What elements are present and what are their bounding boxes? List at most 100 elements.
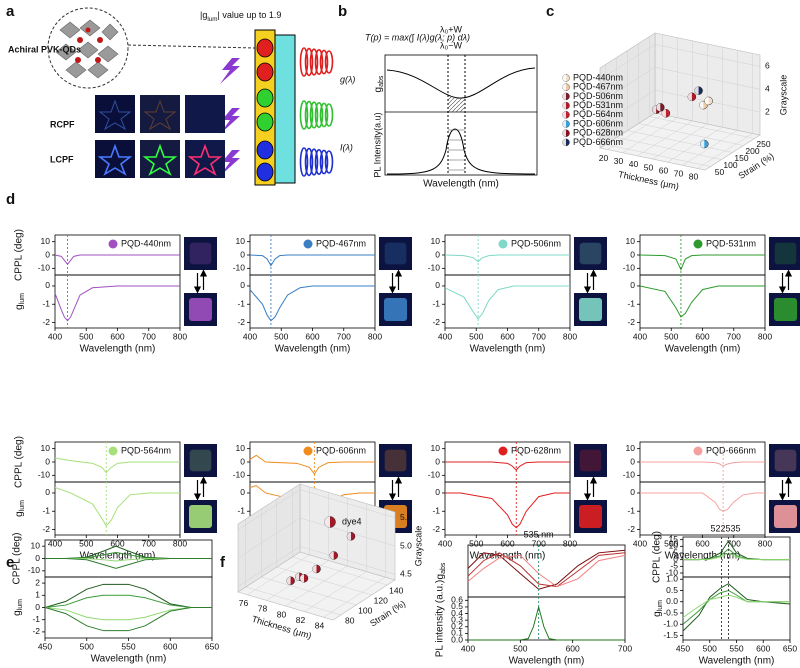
data-line (640, 461, 765, 467)
x-tick-label: 700 (337, 331, 351, 341)
y-tick-label: 1.0 (666, 574, 678, 584)
legend-label: PQD-531nm (706, 238, 756, 248)
photo-sample (774, 242, 797, 265)
spiral-turn (299, 47, 309, 77)
y-tick-label: 10 (41, 443, 51, 453)
x-tick-label: 600 (110, 331, 124, 341)
panel-label: a (6, 3, 15, 20)
panel-label: e (6, 554, 14, 571)
photo-sample (774, 449, 797, 472)
y-tick-label: 0.1 (451, 628, 463, 638)
photo-sample (189, 298, 212, 321)
point-half (300, 574, 304, 583)
data-line (467, 552, 626, 588)
y-axis-label: gabs (373, 75, 385, 92)
grid-line (285, 565, 348, 607)
data-line (468, 604, 625, 641)
x-tick-label: 700 (532, 538, 546, 548)
y-axis-label: PL intensity (a.u.) (435, 580, 446, 657)
photo-sample (384, 449, 407, 472)
spiral-turn (309, 48, 319, 76)
y-tick-label: 0 (45, 487, 50, 497)
label-part: |g (200, 10, 207, 20)
grid-line (599, 44, 656, 80)
legend-half (562, 120, 566, 128)
y-tick-label: 0.5 (666, 585, 678, 595)
y-tick-label: -10 (428, 470, 441, 480)
y-tick-label: 0 (435, 487, 440, 497)
grid-line (654, 44, 761, 67)
data-line (682, 589, 790, 625)
subscript: lum (19, 500, 26, 511)
photo (379, 444, 412, 477)
spiral-turn (299, 147, 309, 177)
label-part: g (14, 304, 25, 310)
x-tick-label: 500 (80, 641, 94, 651)
legend-label: PQD-506nm (511, 238, 561, 248)
x-tick-label: 500 (79, 538, 93, 548)
x-tick-label: 600 (500, 538, 514, 548)
spiral-turn (304, 100, 314, 130)
label-part: | value up to 1.9 (218, 10, 282, 20)
legend-label: PQD-666nm (706, 445, 756, 455)
y-tick-label: 0 (45, 456, 50, 466)
x-axis-label: Wavelength (nm) (275, 344, 351, 355)
y-axis-label: gabs (435, 562, 447, 579)
legend-half (562, 83, 566, 91)
x-tick-label: 800 (563, 538, 577, 548)
row-label: LCPF (50, 154, 74, 164)
x-tick-label: 500 (703, 643, 717, 653)
x-axis-label: Wavelength (nm) (423, 179, 499, 190)
grid-line (247, 554, 310, 596)
x-tick-label: 600 (163, 641, 177, 651)
x-tick-label: 500 (469, 538, 483, 548)
legend-label: PQD-564nm (121, 445, 171, 455)
y-tick-label: 10 (41, 236, 51, 246)
point-half (704, 96, 709, 105)
y-tick-label: -1.5 (663, 630, 678, 640)
point-half (661, 109, 666, 118)
y-tick-label: -10 (38, 263, 51, 273)
y-tick-label: -2 (627, 317, 635, 327)
y-tick-label: 0.5 (451, 601, 463, 611)
data-line (639, 254, 765, 271)
axis-label: Thickness (μm) (617, 169, 679, 191)
x-tick-label: 450 (38, 641, 52, 651)
label-part: g (14, 511, 25, 517)
y-tick-label: 10 (236, 443, 246, 453)
subscript: abs (440, 562, 447, 574)
data-line (44, 583, 212, 608)
photo-sample (384, 242, 407, 265)
formula-limit: λ₀+W (440, 24, 462, 34)
plot-frame (54, 274, 181, 329)
y-tick-label: -10 (428, 263, 441, 273)
tick-label: 6 (765, 61, 770, 71)
grid-line (616, 137, 722, 160)
x-tick-label: 600 (695, 331, 709, 341)
x-tick-label: 800 (758, 538, 772, 548)
y-tick-label: 0 (630, 487, 635, 497)
x-tick-label: 500 (513, 643, 527, 653)
subscript: lum (207, 16, 217, 23)
y-tick-label: 0 (240, 487, 245, 497)
y-tick-label: 15 (669, 534, 679, 544)
x-tick-label: 700 (618, 643, 632, 653)
photo (379, 237, 412, 270)
x-axis-label: Wavelength (nm) (80, 344, 156, 355)
photo-sample (579, 242, 602, 265)
y-tick-label: 0 (45, 280, 50, 290)
x-tick-label: 400 (243, 331, 257, 341)
x-tick-label: 600 (695, 538, 709, 548)
y-tick-label: 0.6 (451, 595, 463, 605)
legend-half (562, 111, 566, 119)
y-tick-label: -1 (237, 505, 245, 515)
y-tick-label: -1 (42, 505, 50, 515)
spiral-turn (309, 101, 319, 129)
grid-line (261, 576, 357, 606)
photo (574, 237, 607, 270)
legend-label: PQD-628nm (511, 445, 561, 455)
tick-label: 20 (599, 153, 609, 163)
x-tick-label: 450 (676, 643, 690, 653)
legend-label: PQD-606nm (573, 118, 623, 128)
